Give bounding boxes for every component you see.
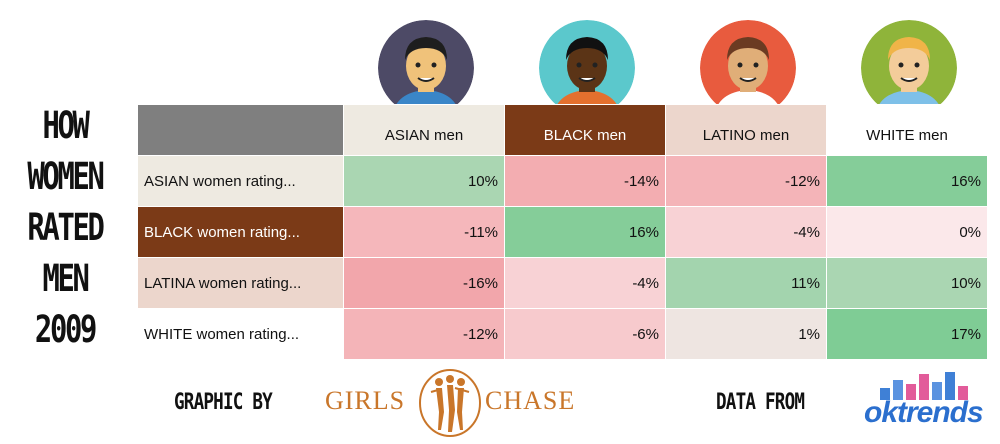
heatmap-cell: 10% — [826, 257, 988, 309]
column-header-asian-men: ASIAN men — [343, 104, 505, 156]
row-header-black-women: BLACK women rating... — [137, 206, 344, 258]
dancers-icon — [419, 369, 481, 437]
corner-cell — [137, 104, 344, 156]
oktrends-logo[interactable]: oktrends — [860, 368, 990, 438]
heatmap-cell: -6% — [504, 308, 666, 360]
heatmap-cell: 17% — [826, 308, 988, 360]
heatmap-cell: -4% — [665, 206, 827, 258]
logo-word-girls: GIRLS — [325, 386, 406, 415]
heatmap-cell: 16% — [826, 155, 988, 207]
heatmap-cell: 11% — [665, 257, 827, 309]
column-header-black-men: BLACK men — [504, 104, 666, 156]
heatmap-cell: -11% — [343, 206, 505, 258]
black-man-avatar-icon — [539, 20, 635, 116]
latino-man-avatar — [700, 20, 796, 116]
heatmap-cell: -4% — [504, 257, 666, 309]
title-line: 2009 — [34, 308, 97, 351]
heatmap-cell: -14% — [504, 155, 666, 207]
white-man-avatar-icon — [861, 20, 957, 116]
heatmap-cell: 10% — [343, 155, 505, 207]
title-line: RATED — [27, 206, 105, 249]
logo-word-chase: CHASE — [485, 386, 576, 415]
asian-man-avatar — [378, 20, 474, 116]
data-from-label: DATA FROM — [716, 390, 805, 415]
header-row: ASIAN men BLACK men LATINO men WHITE men — [137, 104, 988, 156]
row-header-white-women: WHITE women rating... — [137, 308, 344, 360]
title-line: HOW — [42, 104, 89, 147]
heatmap-cell: 16% — [504, 206, 666, 258]
logo-word-oktrends: oktrends — [864, 396, 984, 429]
heatmap-cell: -12% — [665, 155, 827, 207]
column-header-white-men: WHITE men — [826, 104, 988, 156]
heatmap-cell: 0% — [826, 206, 988, 258]
column-header-latino-men: LATINO men — [665, 104, 827, 156]
title-line: WOMEN — [27, 155, 105, 198]
table-row: WHITE women rating... -12% -6% 1% 17% — [137, 308, 988, 360]
black-man-avatar — [539, 20, 635, 116]
graphic-by-label: GRAPHIC BY — [174, 390, 273, 415]
chart-title: HOW WOMEN RATED MEN 2009 — [10, 100, 120, 355]
girls-chase-logo[interactable]: GIRLS CHASE — [325, 368, 575, 438]
asian-man-avatar-icon — [378, 20, 474, 116]
heatmap-cell: -12% — [343, 308, 505, 360]
table-row: BLACK women rating... -11% 16% -4% 0% — [137, 206, 988, 258]
title-line: MEN — [42, 257, 89, 300]
white-man-avatar — [861, 20, 957, 116]
bar-chart-icon — [880, 372, 968, 400]
table-row: ASIAN women rating... 10% -14% -12% 16% — [137, 155, 988, 207]
row-header-latina-women: LATINA women rating... — [137, 257, 344, 309]
row-header-asian-women: ASIAN women rating... — [137, 155, 344, 207]
heatmap-cell: 1% — [665, 308, 827, 360]
table-row: LATINA women rating... -16% -4% 11% 10% — [137, 257, 988, 309]
heatmap-cell: -16% — [343, 257, 505, 309]
latino-man-avatar-icon — [700, 20, 796, 116]
rating-heatmap: ASIAN men BLACK men LATINO men WHITE men… — [137, 104, 988, 360]
